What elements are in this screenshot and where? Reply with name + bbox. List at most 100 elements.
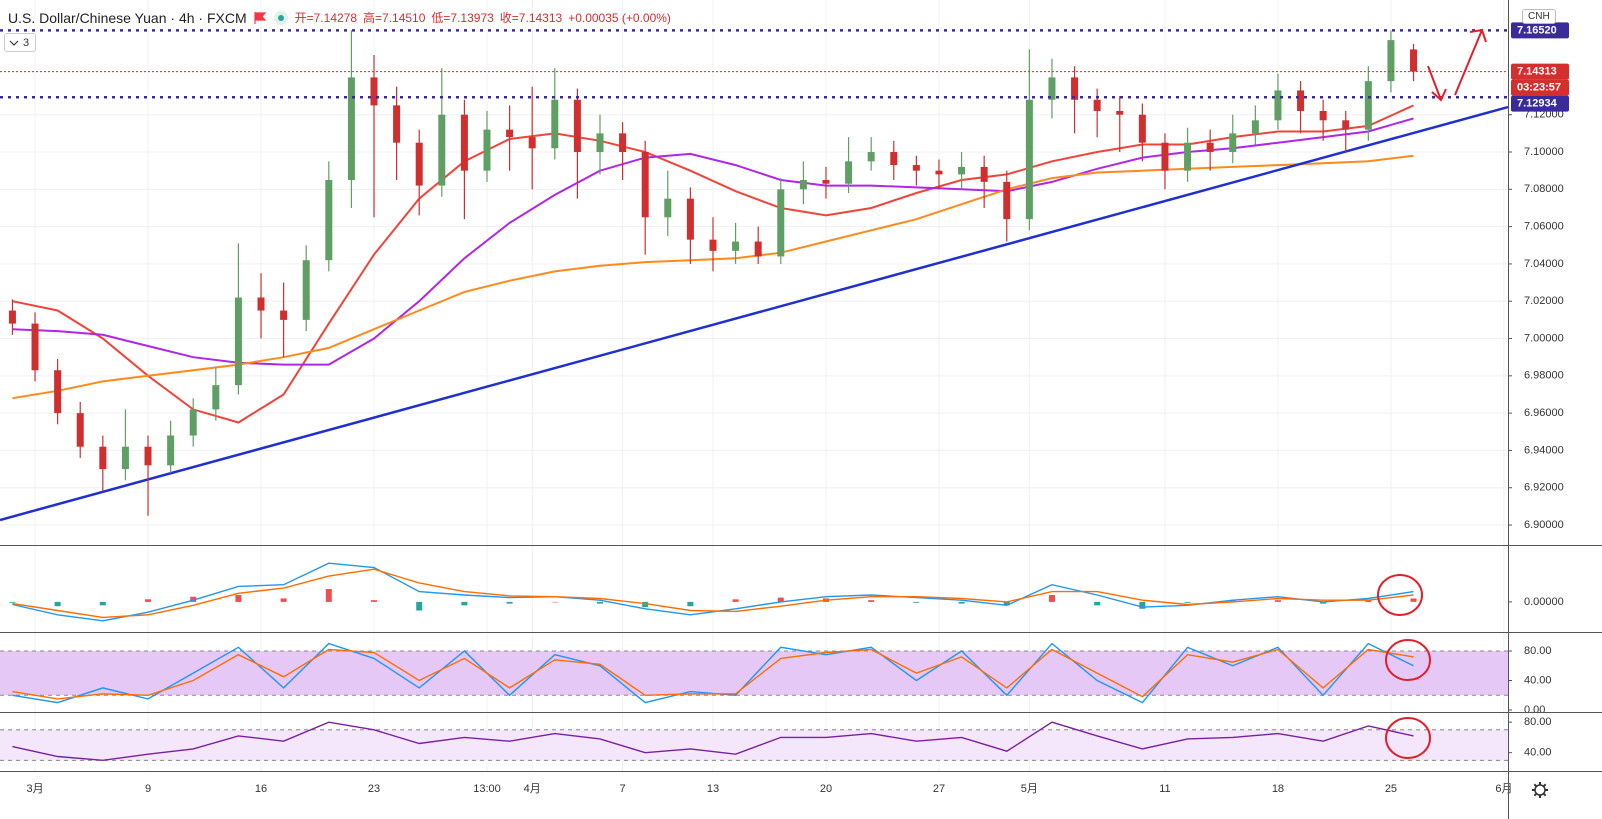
candle-body — [1093, 99, 1101, 111]
candle-body — [799, 179, 807, 190]
histogram-bar — [1410, 598, 1417, 602]
annotation-circle — [1377, 574, 1423, 616]
candle-body — [460, 114, 468, 171]
candle-body — [709, 239, 717, 251]
x-tick-label: 13:00 — [473, 783, 501, 795]
x-tick-label: 5月 — [1021, 783, 1038, 795]
ohlc-close: 收=7.14313 — [499, 11, 563, 25]
histogram-bar — [777, 597, 784, 602]
histogram-bar — [371, 600, 378, 602]
candle-body — [189, 409, 197, 436]
candle-body — [8, 310, 16, 324]
candle-body — [935, 170, 943, 175]
candle-body — [483, 129, 491, 171]
histogram-bar — [1184, 601, 1191, 603]
candle-body — [302, 260, 310, 320]
candle-body — [912, 165, 920, 171]
y-tick-label: 6.94000 — [1524, 444, 1564, 456]
candle-body — [1138, 114, 1146, 143]
candle-body — [1410, 49, 1418, 72]
x-tick-label: 18 — [1272, 783, 1284, 795]
price-label-box — [1511, 63, 1569, 80]
ohlc-change: +0.00035 (+0.00%) — [568, 10, 671, 25]
histogram-bar — [913, 601, 920, 603]
annotation-circle — [1385, 717, 1431, 759]
price-label: 7.14313 — [1517, 65, 1557, 77]
candle-body — [76, 413, 84, 447]
candle-body — [1342, 120, 1350, 130]
histogram-bar — [868, 600, 875, 602]
x-tick-label: 6月 — [1495, 783, 1512, 795]
histogram-bar — [732, 599, 739, 602]
indicator-line — [12, 568, 1414, 619]
candle-body — [777, 189, 785, 257]
trend-line — [0, 105, 1509, 522]
moving-average — [12, 104, 1414, 424]
y-tick-label: 40.00 — [1524, 747, 1552, 759]
candle-body — [596, 133, 604, 153]
candle-body — [99, 446, 107, 470]
indicator-count: 3 — [23, 36, 30, 49]
candle-body — [31, 323, 39, 371]
histogram-bar — [1365, 600, 1372, 602]
indicator-line — [12, 562, 1414, 622]
histogram-bar — [551, 601, 558, 603]
candle-body — [573, 99, 581, 153]
ohlc-open: 开=7.14278 — [294, 11, 358, 25]
x-tick-label: 16 — [255, 783, 267, 795]
y-tick-label: 7.06000 — [1524, 221, 1564, 233]
countdown: 03:23:57 — [1517, 81, 1561, 93]
settings-gear[interactable] — [1532, 782, 1548, 798]
y-tick-label: 0.00000 — [1524, 596, 1564, 608]
candle-body — [1229, 133, 1237, 153]
candle-body — [1206, 142, 1214, 153]
histogram-bar — [1274, 600, 1281, 602]
indicator-toggle[interactable]: 3 — [4, 33, 37, 52]
x-tick-label: 3月 — [26, 783, 43, 795]
y-tick-label: 7.00000 — [1524, 332, 1564, 344]
candle-body — [1071, 77, 1079, 100]
price-label: 7.12934 — [1517, 97, 1558, 109]
candle-body — [1184, 142, 1192, 171]
symbol-title[interactable]: U.S. Dollar/Chinese Yuan · 4h · FXCM — [8, 9, 247, 26]
candle-body — [257, 297, 265, 311]
y-tick-label: 7.02000 — [1524, 295, 1564, 307]
chevron-icon — [9, 40, 19, 46]
x-tick-label: 4月 — [524, 783, 541, 795]
status-icon — [273, 10, 288, 25]
candle-body — [551, 99, 559, 149]
candle-body — [393, 105, 401, 143]
y-tick-label: 7.04000 — [1524, 258, 1564, 270]
histogram-bar — [54, 601, 61, 607]
candle-body — [1297, 90, 1305, 111]
histogram-bar — [325, 589, 332, 602]
candle-body — [1048, 77, 1056, 100]
y-tick-label: 7.10000 — [1524, 146, 1564, 158]
candle-body — [732, 241, 740, 251]
candle-body — [686, 198, 694, 240]
histogram-bar — [9, 601, 16, 603]
candle-body — [958, 166, 966, 175]
candle-body — [1003, 181, 1011, 220]
y-tick-label: 6.92000 — [1524, 482, 1564, 494]
candle-body — [325, 179, 333, 261]
candle-body — [890, 152, 898, 166]
y-tick-label: 6.90000 — [1524, 519, 1564, 531]
histogram-bar — [99, 601, 106, 606]
candle-body — [1251, 120, 1259, 134]
candle-body — [822, 179, 830, 184]
candle-body — [1319, 110, 1327, 121]
y-tick-label: 80.00 — [1524, 716, 1552, 728]
x-tick-label: 7 — [620, 783, 626, 795]
candle-body — [370, 77, 378, 106]
x-tick-label: 20 — [820, 783, 832, 795]
ohlc-low: 低=7.13973 — [431, 11, 494, 25]
x-tick-label: 11 — [1159, 783, 1170, 795]
histogram-bar — [1139, 601, 1146, 609]
price-label-box — [1511, 95, 1569, 112]
y-tick-label: 6.98000 — [1524, 370, 1564, 382]
histogram-bar — [1094, 601, 1101, 606]
gear-tooth — [1533, 792, 1538, 797]
flag-icon[interactable] — [253, 11, 267, 25]
